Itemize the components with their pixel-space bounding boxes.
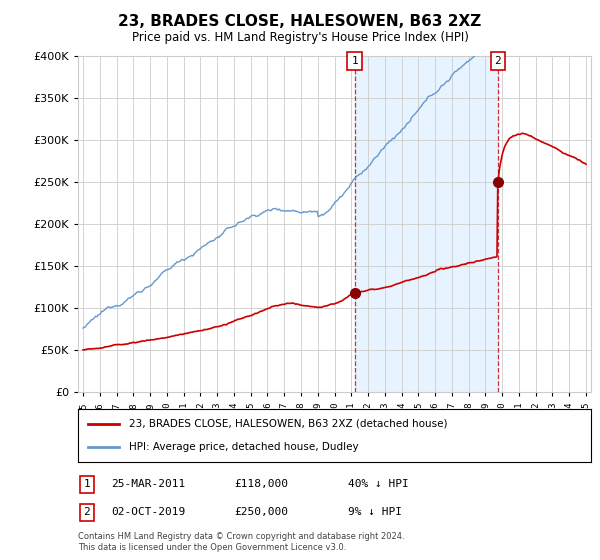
Text: 40% ↓ HPI: 40% ↓ HPI: [348, 479, 409, 489]
Text: Price paid vs. HM Land Registry's House Price Index (HPI): Price paid vs. HM Land Registry's House …: [131, 31, 469, 44]
Text: 23, BRADES CLOSE, HALESOWEN, B63 2XZ (detached house): 23, BRADES CLOSE, HALESOWEN, B63 2XZ (de…: [130, 419, 448, 429]
Text: 25-MAR-2011: 25-MAR-2011: [111, 479, 185, 489]
Text: £118,000: £118,000: [234, 479, 288, 489]
Text: 1: 1: [351, 56, 358, 66]
Text: 23, BRADES CLOSE, HALESOWEN, B63 2XZ: 23, BRADES CLOSE, HALESOWEN, B63 2XZ: [118, 14, 482, 29]
Text: HPI: Average price, detached house, Dudley: HPI: Average price, detached house, Dudl…: [130, 442, 359, 452]
Text: 2: 2: [83, 507, 91, 517]
Text: 1: 1: [83, 479, 91, 489]
Text: Contains HM Land Registry data © Crown copyright and database right 2024.
This d: Contains HM Land Registry data © Crown c…: [78, 532, 404, 552]
Text: 9% ↓ HPI: 9% ↓ HPI: [348, 507, 402, 517]
Text: 02-OCT-2019: 02-OCT-2019: [111, 507, 185, 517]
Text: £250,000: £250,000: [234, 507, 288, 517]
Text: 2: 2: [494, 56, 502, 66]
